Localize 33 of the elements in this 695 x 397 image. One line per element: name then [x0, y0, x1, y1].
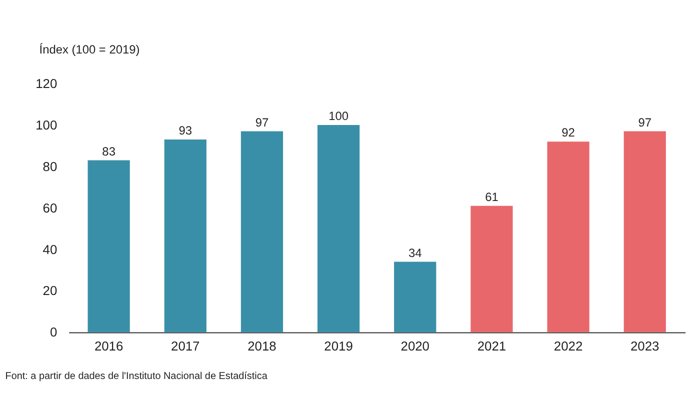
y-axis-title: Índex (100 = 2019) — [39, 42, 140, 56]
bar — [88, 160, 130, 332]
x-tick-label: 2018 — [248, 338, 276, 354]
bar — [240, 131, 284, 332]
text: Font: a partir de dades de l'Instituto Nacional de Estadística — [5, 370, 268, 382]
x-tick-label: 2019 — [324, 338, 353, 354]
data-label: 92 — [562, 126, 576, 140]
bar — [317, 125, 360, 332]
x-tick-label: 2021 — [477, 338, 506, 354]
y-tick-label: 20 — [42, 283, 58, 298]
x-tick-label: 2020 — [400, 338, 430, 354]
bar — [394, 262, 436, 332]
y-tick-label: 120 — [36, 76, 58, 92]
data-label: 34 — [408, 246, 422, 260]
y-tick-label: 60 — [42, 200, 58, 216]
bar — [547, 142, 590, 332]
data-label: 83 — [102, 144, 116, 158]
y-tick-label: 80 — [42, 158, 58, 174]
data-label: 97 — [255, 115, 269, 130]
data-label: 100 — [328, 109, 349, 124]
y-tick-label: 0 — [50, 324, 58, 340]
x-tick-label: 2017 — [171, 338, 200, 354]
data-label: 93 — [178, 124, 192, 138]
bar — [164, 140, 206, 332]
y-tick-label: 100 — [36, 118, 58, 133]
x-tick-label: 2016 — [94, 338, 124, 354]
data-label: 97 — [638, 115, 652, 130]
data-label: 61 — [485, 190, 499, 204]
bar — [624, 131, 666, 332]
x-tick-label: 2022 — [554, 338, 583, 354]
bar — [470, 206, 513, 332]
x-tick-label: 2023 — [630, 338, 660, 354]
y-tick-label: 40 — [42, 242, 58, 257]
